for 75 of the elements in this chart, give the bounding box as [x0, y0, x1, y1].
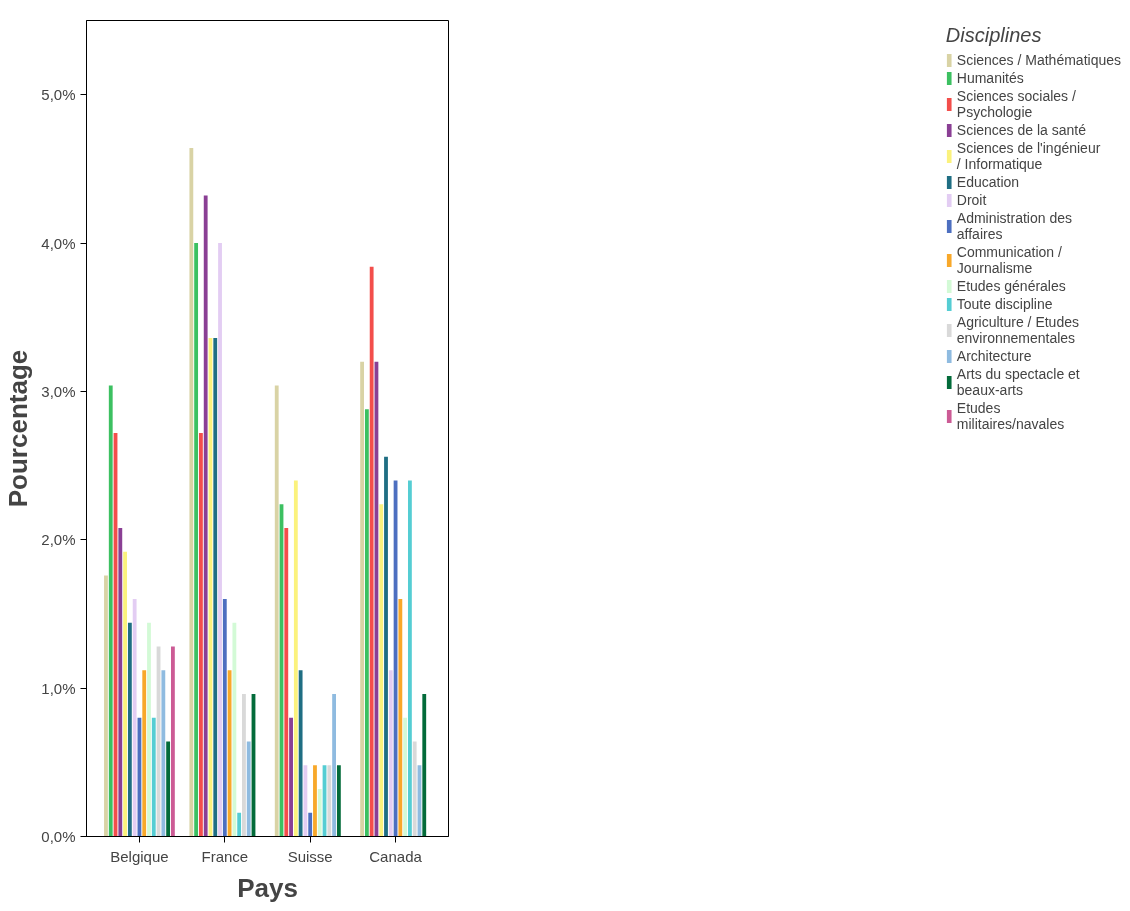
bar — [327, 765, 332, 837]
legend-label: Etudes militaires/navales — [956, 400, 1065, 432]
bar — [364, 409, 369, 837]
bar — [246, 741, 251, 837]
x-tick-label: France — [201, 847, 249, 865]
bar — [332, 694, 337, 837]
bar — [108, 385, 113, 837]
bar — [147, 622, 151, 837]
bar — [293, 480, 298, 837]
legend-label: Humanités — [956, 70, 1024, 86]
bar — [213, 338, 218, 837]
bar — [123, 551, 127, 837]
x-axis-title: Pays — [237, 872, 298, 903]
y-tick-label: 3,0% — [41, 382, 76, 400]
bar — [317, 789, 322, 837]
legend-label: Droit — [956, 192, 987, 208]
bar — [274, 385, 279, 837]
bar — [303, 765, 308, 837]
bar — [289, 717, 293, 837]
bar — [379, 504, 384, 837]
bar — [127, 622, 132, 837]
bar — [408, 480, 412, 837]
bar — [284, 527, 289, 837]
bar — [222, 599, 227, 837]
bar — [403, 717, 408, 837]
bar — [308, 812, 313, 837]
legend-label: Sciences de la santé — [956, 122, 1086, 138]
bar — [412, 741, 417, 837]
y-tick-label: 5,0% — [41, 86, 76, 104]
bar — [232, 622, 237, 837]
bar — [237, 812, 242, 837]
legend-label: Sciences sociales / Psychologie — [956, 88, 1076, 120]
bar — [194, 243, 199, 837]
bar — [384, 456, 388, 837]
bar — [118, 527, 123, 837]
legend-label: Communication / Journalisme — [956, 244, 1062, 276]
legend-label: Architecture — [956, 348, 1032, 364]
y-tick-label: 4,0% — [41, 234, 76, 252]
bar — [242, 694, 246, 837]
legend-label: Arts du spectacle et beaux-arts — [956, 366, 1080, 398]
bar — [360, 361, 365, 837]
bar — [132, 599, 137, 837]
bar — [227, 670, 232, 837]
legend-label: Agriculture / Etudes environnementales — [956, 314, 1079, 346]
bar — [198, 432, 203, 837]
legend-label: Sciences / Mathématiques — [956, 52, 1121, 68]
legend-label: Administration des affaires — [956, 210, 1072, 242]
legend-label: Education — [956, 174, 1020, 190]
bar — [189, 148, 194, 837]
bar — [218, 243, 222, 837]
y-tick-label: 1,0% — [41, 679, 76, 697]
y-tick-label: 0,0% — [41, 828, 76, 845]
legend-label: Etudes générales — [956, 278, 1066, 294]
y-tick-label: 2,0% — [41, 531, 76, 549]
x-tick-label: Belgique — [110, 847, 169, 865]
x-tick-label: Suisse — [287, 847, 333, 865]
bar — [369, 266, 374, 837]
bar — [142, 670, 147, 837]
x-tick-label: Canada — [369, 847, 423, 865]
bar — [336, 765, 341, 837]
legend-label: Toute discipline — [956, 296, 1053, 312]
bar — [422, 694, 427, 837]
bar — [166, 741, 171, 837]
bar — [161, 670, 166, 837]
bar — [151, 717, 156, 837]
bar — [298, 670, 303, 837]
bar — [398, 599, 403, 837]
bar — [104, 575, 108, 837]
bar — [203, 195, 208, 837]
legend-label: Sciences de l'ingénieur / Informatique — [956, 140, 1101, 172]
bar — [313, 765, 317, 837]
bar — [388, 670, 393, 837]
legend-title: Disciplines — [945, 24, 1043, 47]
y-axis-title: Pourcentage — [3, 349, 34, 508]
bar — [170, 646, 175, 837]
